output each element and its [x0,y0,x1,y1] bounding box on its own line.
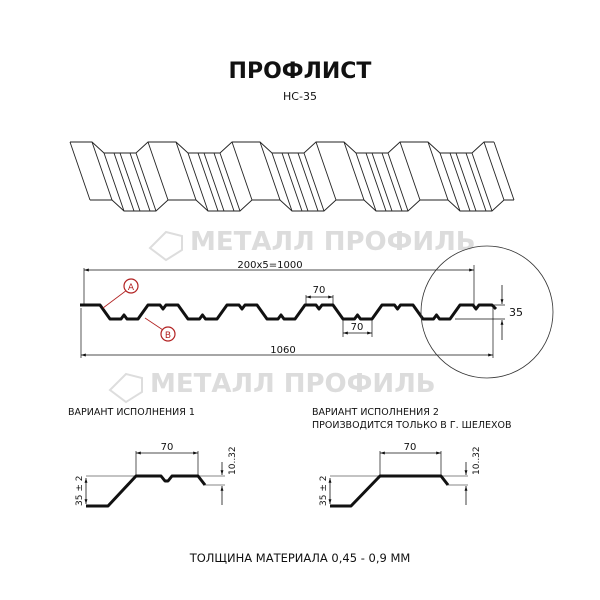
sheet-groove-line [203,152,225,212]
variant-2-height: 35 ± 2 [319,476,329,506]
material-thickness: ТОЛЩИНА МАТЕРИАЛА 0,45 - 0,9 ММ [189,551,411,565]
sheet-rib-line [483,141,505,201]
sheet-rib-line [69,141,91,201]
sheet-rib-line [91,141,113,201]
top-width-label: 70 [313,285,326,296]
marker-b-label: B [165,331,171,341]
sheet-groove-line [113,152,135,212]
bottom-width-label: 70 [351,322,364,333]
sheet-rib-line [427,141,449,201]
marker-a-label: A [128,283,135,293]
height-label: 35 [509,306,523,319]
sheet-rib-line [147,141,169,201]
sheet-rib-line [271,152,293,212]
sheet-groove-line [465,152,487,212]
marker-a [123,278,139,294]
sheet-rib-line [231,141,253,201]
variant-1: ВАРИАНТ ИСПОЛНЕНИЯ 1 70 35 ± 2 10..32 [68,407,238,508]
sheet-rib-line [175,141,197,201]
sheet-groove-line [365,152,387,212]
page-title: ПРОФЛИСТ [229,59,372,84]
sheet-top-edge [70,141,494,154]
sheet-rib-line [135,152,157,212]
sheet-rib-line [259,141,281,201]
detail-circle [420,245,554,379]
sheet-groove-line [197,152,219,212]
variant-2: ВАРИАНТ ИСПОЛНЕНИЯ 2 ПРОИЗВОДИТСЯ ТОЛЬКО… [312,407,512,508]
sheet-rib-line [439,152,461,212]
pitch-label: 200x5=1000 [237,260,302,271]
profile-line [80,303,498,321]
sheet-rib-line [315,141,337,201]
variant-2-note: ПРОИЗВОДИТСЯ ТОЛЬКО В Г. ШЕЛЕХОВ [312,420,512,431]
watermark-text-lower: МЕТАЛЛ ПРОФИЛЬ [150,369,436,399]
variant-2-width: 70 [404,442,417,453]
sheet-rib-line [399,141,421,201]
sheet-groove-line [287,152,309,212]
sheet-rib-line [471,152,493,212]
page-subtitle: НС-35 [283,90,317,103]
sheet-groove-line [297,152,319,212]
sheet-groove-line [371,152,393,212]
variant-1-edge: 10..32 [228,446,238,475]
variant-2-edge: 10..32 [472,446,482,475]
profile-section: 200x5=1000 1060 70 70 35 A B [80,245,554,379]
marker-b [160,326,176,342]
sheet-rib-line [303,152,325,212]
watermark-logo-icon [108,230,183,404]
watermark-text-upper: МЕТАЛЛ ПРОФИЛЬ [190,227,476,257]
sheet-groove-line [213,152,235,212]
sheet-groove-line [281,152,303,212]
variant-1-height: 35 ± 2 [75,476,85,506]
sheet-rib-line [219,152,241,212]
sheet-3d-view [69,141,515,212]
variant-2-title: ВАРИАНТ ИСПОЛНЕНИЯ 2 [312,407,439,418]
sheet-rib-line [387,152,409,212]
variant-1-title: ВАРИАНТ ИСПОЛНЕНИЯ 1 [68,407,195,418]
variant-1-width: 70 [161,442,174,453]
sheet-bottom-edge [90,199,514,212]
sheet-groove-line [119,152,141,212]
sheet-rib-line [103,152,125,212]
sheet-groove-line [455,152,477,212]
sheet-groove-line [449,152,471,212]
sheet-groove-line [381,152,403,212]
sheet-rib-line [187,152,209,212]
sheet-groove-line [129,152,151,212]
watermark: МЕТАЛЛ ПРОФИЛЬ МЕТАЛЛ ПРОФИЛЬ [108,227,476,404]
sheet-rib-line [493,141,515,201]
sheet-rib-line [355,152,377,212]
total-width-label: 1060 [270,345,295,356]
sheet-rib-line [343,141,365,201]
